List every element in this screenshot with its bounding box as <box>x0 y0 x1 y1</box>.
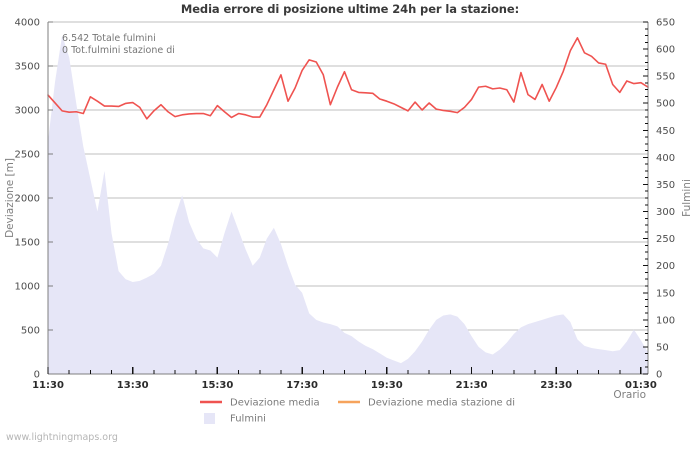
x-tick-label: 17:30 <box>286 380 318 391</box>
x-tick-label: 19:30 <box>371 380 403 391</box>
y2-tick-label: 300 <box>656 207 675 218</box>
deviation-line-series <box>47 37 649 120</box>
annotation-station-strokes: 0 Tot.fulmini stazione di <box>62 45 175 56</box>
y-tick-label: 500 <box>21 326 40 337</box>
watermark: www.lightningmaps.org <box>6 432 118 443</box>
y-axis-label: Deviazione [m] <box>4 158 16 238</box>
y2-tick-label: 0 <box>656 370 662 381</box>
legend-label: Deviazione media <box>230 398 320 409</box>
x-axis-ticks: 11:30 13:30 15:30 17:30 19:30 21:30 23:30 01:30… <box>32 367 657 391</box>
chart-legend: Deviazione media Deviazione media stazion… <box>200 398 515 425</box>
legend-item[interactable]: Fulmini <box>204 413 266 425</box>
y-tick-label: 0 <box>34 370 40 381</box>
y2-axis-ticks: 0 50 100 150 200 250 300 350 400 450 500 550 600 650 <box>643 18 675 381</box>
y2-tick-label: 200 <box>656 261 675 272</box>
y2-tick-label: 50 <box>656 342 669 353</box>
y2-tick-label: 100 <box>656 315 675 326</box>
y2-axis-label: Fulmini <box>681 179 693 217</box>
y2-tick-label: 250 <box>656 234 675 245</box>
strokes-area-series <box>48 35 648 374</box>
legend-label: Fulmini <box>230 414 266 425</box>
y-axis-ticks: 0 500 1000 1500 2000 2500 3000 3500 4000 <box>15 18 53 381</box>
legend-item[interactable]: Deviazione media <box>200 398 320 409</box>
x-tick-label: 15:30 <box>201 380 233 391</box>
y2-tick-label: 400 <box>656 153 675 164</box>
y2-tick-label: 600 <box>656 45 675 56</box>
y2-tick-label: 550 <box>656 72 675 83</box>
y2-tick-label: 450 <box>656 126 675 137</box>
page-title: Media errore di posizione ultime 24h per… <box>180 2 520 16</box>
x-tick-label: 23:30 <box>540 380 572 391</box>
legend-label: Deviazione media stazione di <box>368 398 515 409</box>
y-tick-label: 2500 <box>15 150 40 161</box>
y-tick-label: 1000 <box>15 282 40 293</box>
y2-tick-label: 150 <box>656 288 675 299</box>
annotation-total-strokes: 6.542 Totale fulmini <box>62 33 156 44</box>
x-tick-label: 13:30 <box>117 380 149 391</box>
x-tick-label: 01:30 <box>625 380 657 391</box>
y-tick-label: 1500 <box>15 238 40 249</box>
x-tick-label: 21:30 <box>456 380 488 391</box>
y-tick-label: 3500 <box>15 62 40 73</box>
y-tick-label: 2000 <box>15 194 40 205</box>
y-tick-label: 3000 <box>15 106 40 117</box>
legend-swatch <box>204 413 215 424</box>
y2-tick-label: 650 <box>656 18 675 29</box>
x-tick-label: 11:30 <box>32 380 64 391</box>
x-axis-label: Orario <box>613 389 646 401</box>
y2-tick-label: 500 <box>656 99 675 110</box>
legend-item[interactable]: Deviazione media stazione di <box>338 398 515 409</box>
y2-tick-label: 350 <box>656 180 675 191</box>
y-tick-label: 4000 <box>15 18 40 29</box>
